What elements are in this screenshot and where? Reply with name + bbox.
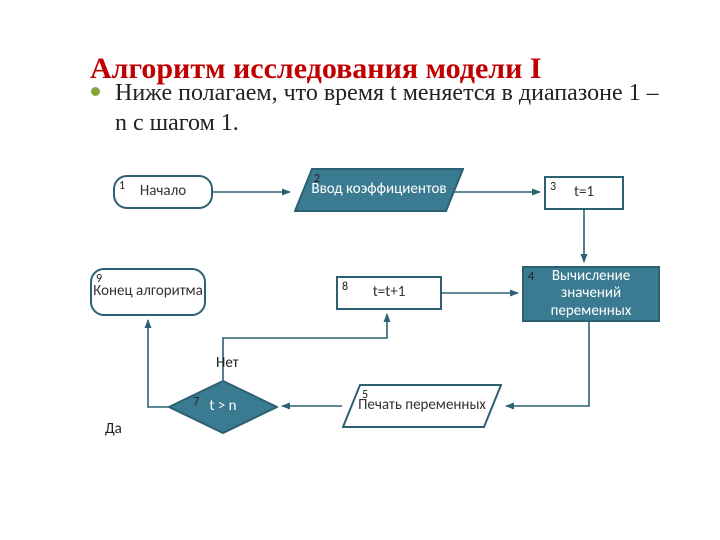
node-increment-label: t=t+1 bbox=[338, 278, 440, 308]
node-end: Конец алгоритма bbox=[90, 268, 206, 316]
arrow-a7-8-no bbox=[223, 314, 387, 380]
node-increment: t=t+1 bbox=[336, 276, 442, 310]
node-end-number: 9 bbox=[96, 272, 102, 286]
intro-bullet: Ниже полагаем, что время t меняется в ди… bbox=[115, 78, 675, 138]
node-init-t-number: 3 bbox=[550, 180, 556, 194]
node-decision-label: t > n bbox=[168, 380, 278, 434]
node-decision-number: 7 bbox=[193, 395, 199, 409]
arrow-a7-9-yes bbox=[148, 320, 168, 407]
slide: { "colors": { "title": "#c00000", "bulle… bbox=[0, 0, 720, 540]
node-start-number: 1 bbox=[119, 179, 125, 193]
arrow-a4-5 bbox=[506, 322, 589, 406]
node-start: Начало bbox=[113, 175, 213, 209]
node-start-label: Начало bbox=[115, 177, 211, 207]
decision-yes-label: Да bbox=[105, 420, 122, 438]
bullet-dot-icon bbox=[91, 87, 100, 96]
node-compute-label: Вычисление значений переменных bbox=[524, 268, 658, 320]
node-increment-number: 8 bbox=[342, 280, 348, 294]
node-compute-number: 4 bbox=[528, 270, 534, 284]
node-input-coeffs-number: 2 bbox=[314, 172, 320, 186]
decision-no-label: Нет bbox=[216, 354, 239, 372]
node-end-label: Конец алгоритма bbox=[92, 270, 204, 314]
node-decision: t > n bbox=[168, 380, 278, 434]
node-print-number: 5 bbox=[362, 388, 368, 402]
node-init-t-label: t=1 bbox=[546, 178, 622, 208]
intro-text: Ниже полагаем, что время t меняется в ди… bbox=[115, 80, 659, 136]
node-compute: Вычисление значений переменных bbox=[522, 266, 660, 322]
